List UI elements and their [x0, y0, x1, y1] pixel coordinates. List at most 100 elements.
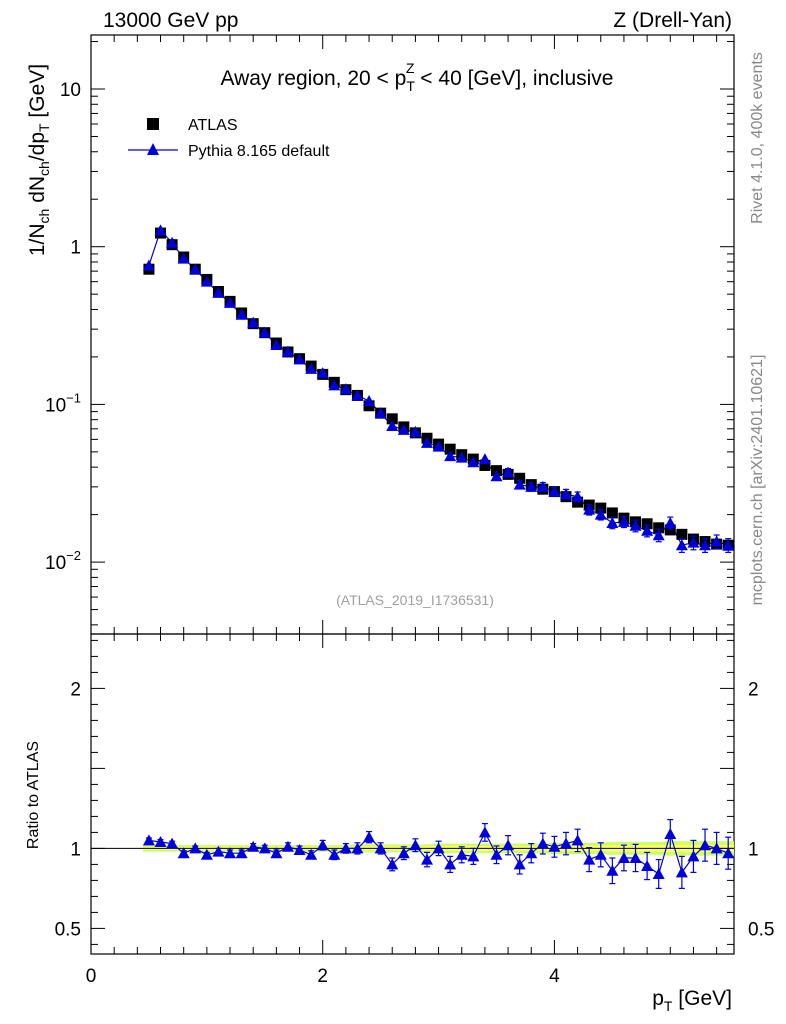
ratio-data-point [189, 842, 202, 854]
pythia-data-point [200, 275, 213, 287]
legend-atlas-marker [147, 118, 159, 130]
ratio-data-point [397, 847, 410, 859]
ratio-data-point [652, 868, 665, 879]
pythia-data-point [652, 529, 665, 541]
ratio-y-axis-label: Ratio to ATLAS [25, 741, 42, 849]
pythia-data-point [641, 524, 654, 536]
pythia-data-point [571, 490, 584, 502]
ratio-data-point [629, 852, 642, 863]
pythia-data-point [339, 383, 352, 395]
ratio-data-point [490, 848, 503, 860]
pythia-data-point [328, 379, 341, 391]
rivet-version-label: Rivet 4.1.0, 400k events [749, 52, 766, 224]
pythia-data-point [548, 485, 561, 497]
pythia-data-point [258, 326, 271, 338]
process-label: Z (Drell-Yan) [613, 9, 732, 32]
pythia-data-point [224, 296, 237, 308]
ratio-data-point [467, 850, 480, 862]
ratio-data-point [374, 842, 387, 854]
pythia-data-point [397, 423, 410, 435]
pythia-data-point [478, 453, 491, 465]
pythia-data-point [281, 345, 294, 357]
pythia-data-point [189, 263, 202, 275]
pythia-data-point [722, 539, 735, 551]
pythia-data-point [560, 488, 573, 500]
legend: ATLAS Pythia 8.165 default [128, 117, 330, 160]
ratio-data-point [177, 847, 190, 859]
main-y-axis-label: 1/Nch dNch/dpT [GeV] [26, 64, 52, 256]
pythia-data-point [583, 503, 596, 515]
pythia-data-point [490, 470, 503, 482]
legend-pythia-marker [147, 143, 159, 155]
ratio-data-point [675, 866, 688, 878]
ratio-data-point [409, 839, 422, 851]
legend-pythia-label: Pythia 8.165 default [188, 143, 330, 160]
energy-label: 13000 GeV pp [103, 9, 238, 32]
main-y-tick-label: 10−2 [45, 548, 81, 574]
pythia-data-point [235, 308, 248, 320]
atlas-data-point [444, 443, 456, 455]
ratio-y-tick-label-right: 2 [748, 679, 759, 700]
atlas-data-point [606, 507, 618, 519]
pythia-data-point [386, 419, 399, 431]
main-panel: 10 1 10−1 10−2 Away region, 20 < pTZ < 40 [… [26, 34, 735, 635]
ratio-data-point [305, 848, 318, 860]
ratio-data-point [316, 839, 329, 851]
ratio-data-point [617, 852, 630, 863]
ratio-data-point [351, 842, 364, 854]
x-axis-label: pT [GeV] [652, 987, 732, 1014]
main-y-tick-label: 1 [70, 238, 81, 259]
pythia-data-point [467, 456, 480, 468]
ratio-panel: 2 2 1 1 0.5 0.5 0 2 4 Ratio to ATLAS pT [GeV] [25, 633, 774, 1014]
pythia-data-point [293, 353, 306, 365]
watermark: (ATLAS_2019_I1736531) [336, 592, 494, 608]
main-y-tick-label: 10 [60, 80, 81, 101]
ratio-y-tick-label-right: 0.5 [748, 919, 774, 940]
main-data-marks [142, 224, 735, 554]
ratio-data-point [247, 840, 260, 852]
pythia-data-point [374, 407, 387, 419]
main-y-tick-label: 10−1 [45, 390, 81, 416]
ratio-data-point [258, 842, 271, 854]
ratio-data-point [560, 837, 573, 849]
pythia-data-point [629, 519, 642, 531]
ratio-y-tick-label-right: 1 [748, 839, 759, 860]
ratio-data-point [270, 847, 283, 859]
ratio-data-point [224, 847, 237, 859]
pythia-data-point [247, 316, 260, 328]
ratio-data-point [478, 826, 491, 838]
ratio-data-point [699, 839, 712, 851]
pythia-data-point [142, 259, 155, 271]
mcplots-label: mcplots.cern.ch [arXiv:2401.10621] [749, 355, 766, 606]
ratio-data-point [536, 837, 549, 849]
pythia-series-line [148, 229, 729, 546]
ratio-y-tick-label: 2 [70, 679, 81, 700]
pythia-data-point [432, 440, 445, 452]
pythia-data-point [351, 389, 364, 401]
ratio-y-tick-label: 1 [70, 839, 81, 860]
pythia-data-point [363, 395, 376, 407]
pythia-data-point [617, 515, 630, 527]
ratio-data-point [166, 837, 179, 849]
main-axis-ticks: 10 1 10−1 10−2 [45, 35, 734, 634]
ratio-data-point [142, 834, 155, 846]
ratio-data-point [594, 848, 607, 860]
x-tick-label: 2 [317, 966, 328, 987]
pythia-data-point [675, 539, 688, 551]
pythia-data-point [177, 252, 190, 264]
pythia-data-point [594, 508, 607, 520]
pythia-data-point [687, 536, 700, 548]
pythia-data-point [502, 466, 515, 478]
ratio-data-point [583, 853, 596, 865]
ratio-data-point [363, 831, 376, 843]
atlas-data-point [595, 502, 607, 514]
atlas-data-point [514, 472, 526, 484]
atlas-data-point [676, 528, 688, 540]
ratio-data-point [664, 828, 677, 839]
pythia-data-point [513, 478, 526, 490]
ratio-data-point [200, 848, 213, 860]
ratio-data-point [444, 858, 457, 870]
pythia-data-point [606, 516, 619, 528]
ratio-data-point [328, 848, 341, 860]
